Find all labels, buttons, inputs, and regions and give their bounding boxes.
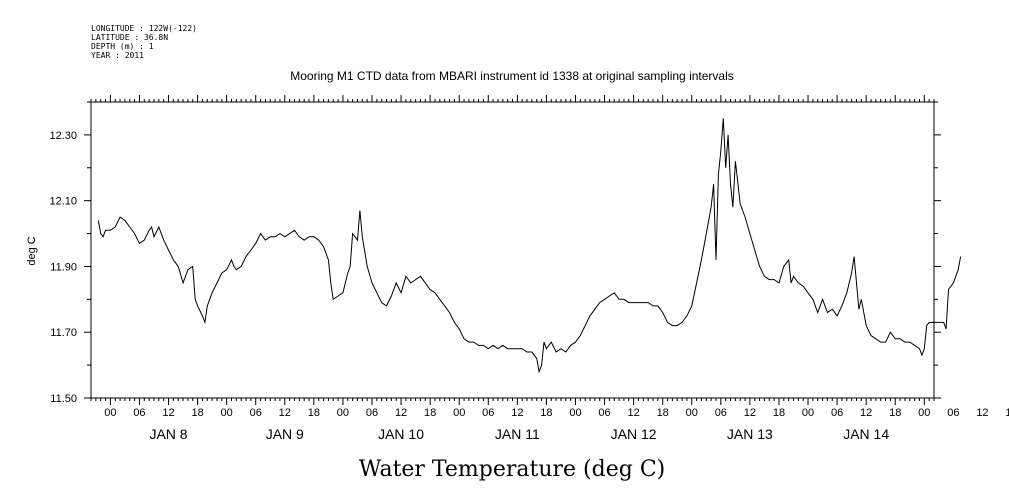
longitude-label: LONGITUDE : 122W(-122) bbox=[91, 24, 197, 33]
day-labels: JAN 8 JAN 9 JAN 10 JAN 11 JAN 12 JAN 13 JAN 14 bbox=[149, 426, 889, 442]
x-tick-label: 06 bbox=[947, 407, 959, 419]
x-tick-label: 12 bbox=[860, 407, 872, 419]
x-tick-label: 18 bbox=[773, 407, 785, 419]
x-tick-label: 06 bbox=[831, 407, 843, 419]
x-tick-label: 00 bbox=[569, 407, 581, 419]
day-label: JAN 9 bbox=[266, 426, 304, 442]
y-tick-label: 11.50 bbox=[50, 393, 77, 405]
y-tick-labels: 11.50 11.70 11.90 12.10 12.30 bbox=[49, 130, 77, 405]
latitude-label: LATITUDE : 36.8N bbox=[91, 33, 168, 42]
x-tick-label: 06 bbox=[482, 407, 494, 419]
day-label: JAN 13 bbox=[727, 426, 773, 442]
x-tick-label: 00 bbox=[221, 407, 233, 419]
chart-title: Mooring M1 CTD data from MBARI instrumen… bbox=[290, 69, 734, 83]
axis-ticks bbox=[84, 95, 941, 405]
x-tick-label: 06 bbox=[715, 407, 727, 419]
x-tick-label: 18 bbox=[424, 407, 436, 419]
x-tick-labels: 00 06 12 18 00 06 12 18 00 06 12 18 00 06 12 18 00 06 12 18… bbox=[104, 407, 1009, 419]
x-tick-label: 06 bbox=[598, 407, 610, 419]
x-tick-label: 12 bbox=[976, 407, 988, 419]
x-tick-label: 00 bbox=[453, 407, 465, 419]
x-tick-label: 18 bbox=[657, 407, 669, 419]
y-tick-label: 11.70 bbox=[50, 327, 77, 339]
day-label: JAN 12 bbox=[611, 426, 657, 442]
x-tick-label: 18 bbox=[1005, 407, 1009, 419]
y-tick-label: 12.30 bbox=[49, 130, 77, 142]
x-tick-label: 12 bbox=[279, 407, 291, 419]
day-label: JAN 10 bbox=[378, 426, 424, 442]
day-label: JAN 14 bbox=[843, 426, 889, 442]
day-label: JAN 11 bbox=[495, 426, 540, 442]
day-label: JAN 8 bbox=[149, 426, 187, 442]
x-tick-label: 18 bbox=[191, 407, 203, 419]
x-tick-label: 00 bbox=[104, 407, 116, 419]
x-tick-label: 12 bbox=[744, 407, 756, 419]
y-axis-label: deg C bbox=[26, 236, 38, 265]
x-tick-label: 06 bbox=[133, 407, 145, 419]
x-tick-label: 00 bbox=[337, 407, 349, 419]
temperature-line bbox=[97, 118, 962, 374]
plot-frame bbox=[90, 101, 935, 399]
x-tick-label: 18 bbox=[889, 407, 901, 419]
x-axis-label: Water Temperature (deg C) bbox=[359, 457, 666, 482]
y-tick-label: 12.10 bbox=[49, 196, 77, 208]
x-tick-label: 12 bbox=[162, 407, 174, 419]
x-tick-label: 12 bbox=[395, 407, 407, 419]
x-tick-label: 00 bbox=[686, 407, 698, 419]
year-label: YEAR : 2011 bbox=[91, 51, 144, 60]
depth-label: DEPTH (m) : 1 bbox=[91, 42, 154, 51]
x-tick-label: 00 bbox=[802, 407, 814, 419]
y-tick-label: 11.90 bbox=[50, 261, 77, 273]
x-tick-label: 06 bbox=[366, 407, 378, 419]
x-tick-label: 06 bbox=[250, 407, 262, 419]
x-tick-label: 00 bbox=[918, 407, 930, 419]
x-tick-label: 18 bbox=[540, 407, 552, 419]
x-tick-label: 18 bbox=[308, 407, 320, 419]
x-tick-label: 12 bbox=[511, 407, 523, 419]
x-tick-label: 12 bbox=[627, 407, 639, 419]
